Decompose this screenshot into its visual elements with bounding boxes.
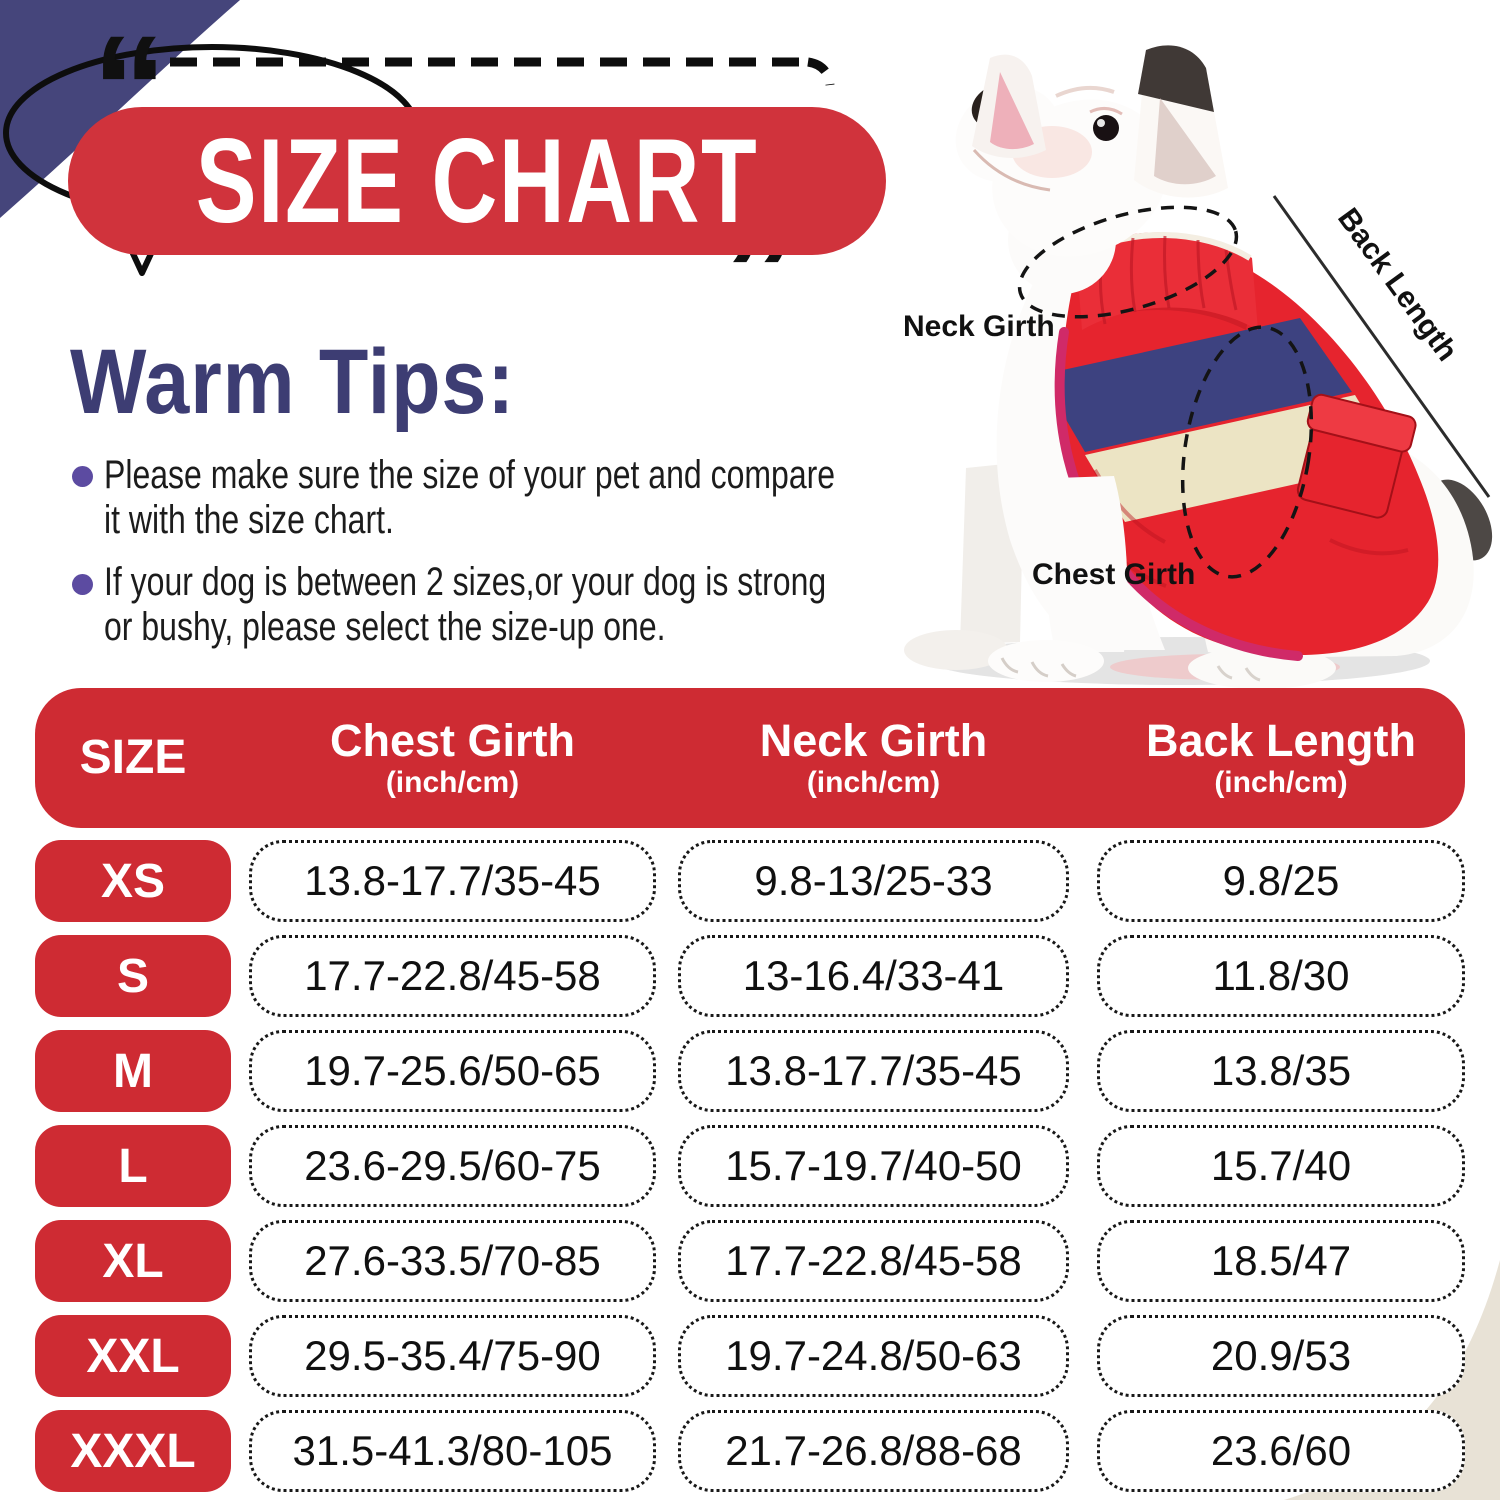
tip-item-2: If your dog is between 2 sizes,or your d… [104, 560, 826, 650]
coat-pocket [1296, 393, 1417, 519]
chest-cell: 17.7-22.8/45-58 [249, 935, 656, 1017]
back-cell: 11.8/30 [1097, 935, 1465, 1017]
header-label: Back Length [1145, 715, 1417, 766]
back-cell: 15.7/40 [1097, 1125, 1465, 1207]
chest-cell: 23.6-29.5/60-75 [249, 1125, 656, 1207]
table-row-xs: XS 13.8-17.7/35-45 9.8-13/25-33 9.8/25 [35, 840, 1465, 922]
header-unit: (inch/cm) [385, 766, 520, 799]
back-cell: 23.6/60 [1097, 1410, 1465, 1492]
warm-tips-heading: Warm Tips: [70, 331, 516, 433]
table-row-xl: XL 27.6-33.5/70-85 17.7-22.8/45-58 18.5/… [35, 1220, 1465, 1302]
tip-line: If your dog is between 2 sizes,or your d… [104, 560, 827, 604]
size-cell: M [35, 1030, 231, 1112]
chest-cell: 29.5-35.4/75-90 [249, 1315, 656, 1397]
size-table-header: SIZE Chest Girth (inch/cm) Neck Girth (i… [35, 688, 1465, 828]
header-label: Neck Girth [759, 715, 988, 766]
header-back-length: Back Length (inch/cm) [1097, 716, 1465, 800]
bullet-dot-icon [72, 466, 93, 487]
table-row-xxl: XXL 29.5-35.4/75-90 19.7-24.8/50-63 20.9… [35, 1315, 1465, 1397]
neck-cell: 15.7-19.7/40-50 [678, 1125, 1069, 1207]
tip-item-1: Please make sure the size of your pet an… [104, 453, 835, 543]
header-size-label: SIZE [79, 731, 187, 784]
neck-cell: 9.8-13/25-33 [678, 840, 1069, 922]
size-cell: XL [35, 1220, 231, 1302]
table-row-xxxl: XXXL 31.5-41.3/80-105 21.7-26.8/88-68 23… [35, 1410, 1465, 1492]
size-cell: XXXL [35, 1410, 231, 1492]
tip-line: Please make sure the size of your pet an… [104, 453, 836, 497]
title-bubble: SIZE CHART [68, 107, 886, 255]
header-label: Chest Girth [329, 715, 576, 766]
table-row-s: S 17.7-22.8/45-58 13-16.4/33-41 11.8/30 [35, 935, 1465, 1017]
table-row-m: M 19.7-25.6/50-65 13.8-17.7/35-45 13.8/3… [35, 1030, 1465, 1112]
back-cell: 9.8/25 [1097, 840, 1465, 922]
neck-girth-label: Neck Girth [903, 310, 1055, 343]
bullet-dot-icon [72, 574, 93, 595]
dog-eye [1093, 115, 1119, 141]
tip-line: or bushy, please select the size-up one. [104, 605, 666, 649]
page-title: SIZE CHART [195, 114, 759, 248]
back-length-line [1272, 195, 1491, 498]
size-cell: XS [35, 840, 231, 922]
header-chest-girth: Chest Girth (inch/cm) [249, 716, 656, 800]
header-neck-girth: Neck Girth (inch/cm) [678, 716, 1069, 800]
neck-girth-dashed-ellipse [1017, 205, 1239, 319]
back-cell: 18.5/47 [1097, 1220, 1465, 1302]
chest-cell: 13.8-17.7/35-45 [249, 840, 656, 922]
chest-cell: 31.5-41.3/80-105 [249, 1410, 656, 1492]
table-row-l: L 23.6-29.5/60-75 15.7-19.7/40-50 15.7/4… [35, 1125, 1465, 1207]
neck-cell: 17.7-22.8/45-58 [678, 1220, 1069, 1302]
header-size: SIZE [35, 733, 231, 783]
size-cell: S [35, 935, 231, 1017]
dog-photo-illustration [904, 45, 1493, 689]
chest-girth-label: Chest Girth [1032, 558, 1196, 591]
neck-cell: 19.7-24.8/50-63 [678, 1315, 1069, 1397]
back-cell: 20.9/53 [1097, 1315, 1465, 1397]
neck-cell: 21.7-26.8/88-68 [678, 1410, 1069, 1492]
size-cell: L [35, 1125, 231, 1207]
size-cell: XXL [35, 1315, 231, 1397]
header-unit: (inch/cm) [1214, 766, 1348, 799]
chest-cell: 27.6-33.5/70-85 [249, 1220, 656, 1302]
back-cell: 13.8/35 [1097, 1030, 1465, 1112]
neck-cell: 13-16.4/33-41 [678, 935, 1069, 1017]
chest-girth-dashed-ellipse [1180, 325, 1314, 579]
corner-accent-top-left [0, 0, 240, 218]
header-unit: (inch/cm) [806, 766, 941, 799]
tip-line: it with the size chart. [104, 498, 394, 542]
neck-cell: 13.8-17.7/35-45 [678, 1030, 1069, 1112]
chest-cell: 19.7-25.6/50-65 [249, 1030, 656, 1112]
